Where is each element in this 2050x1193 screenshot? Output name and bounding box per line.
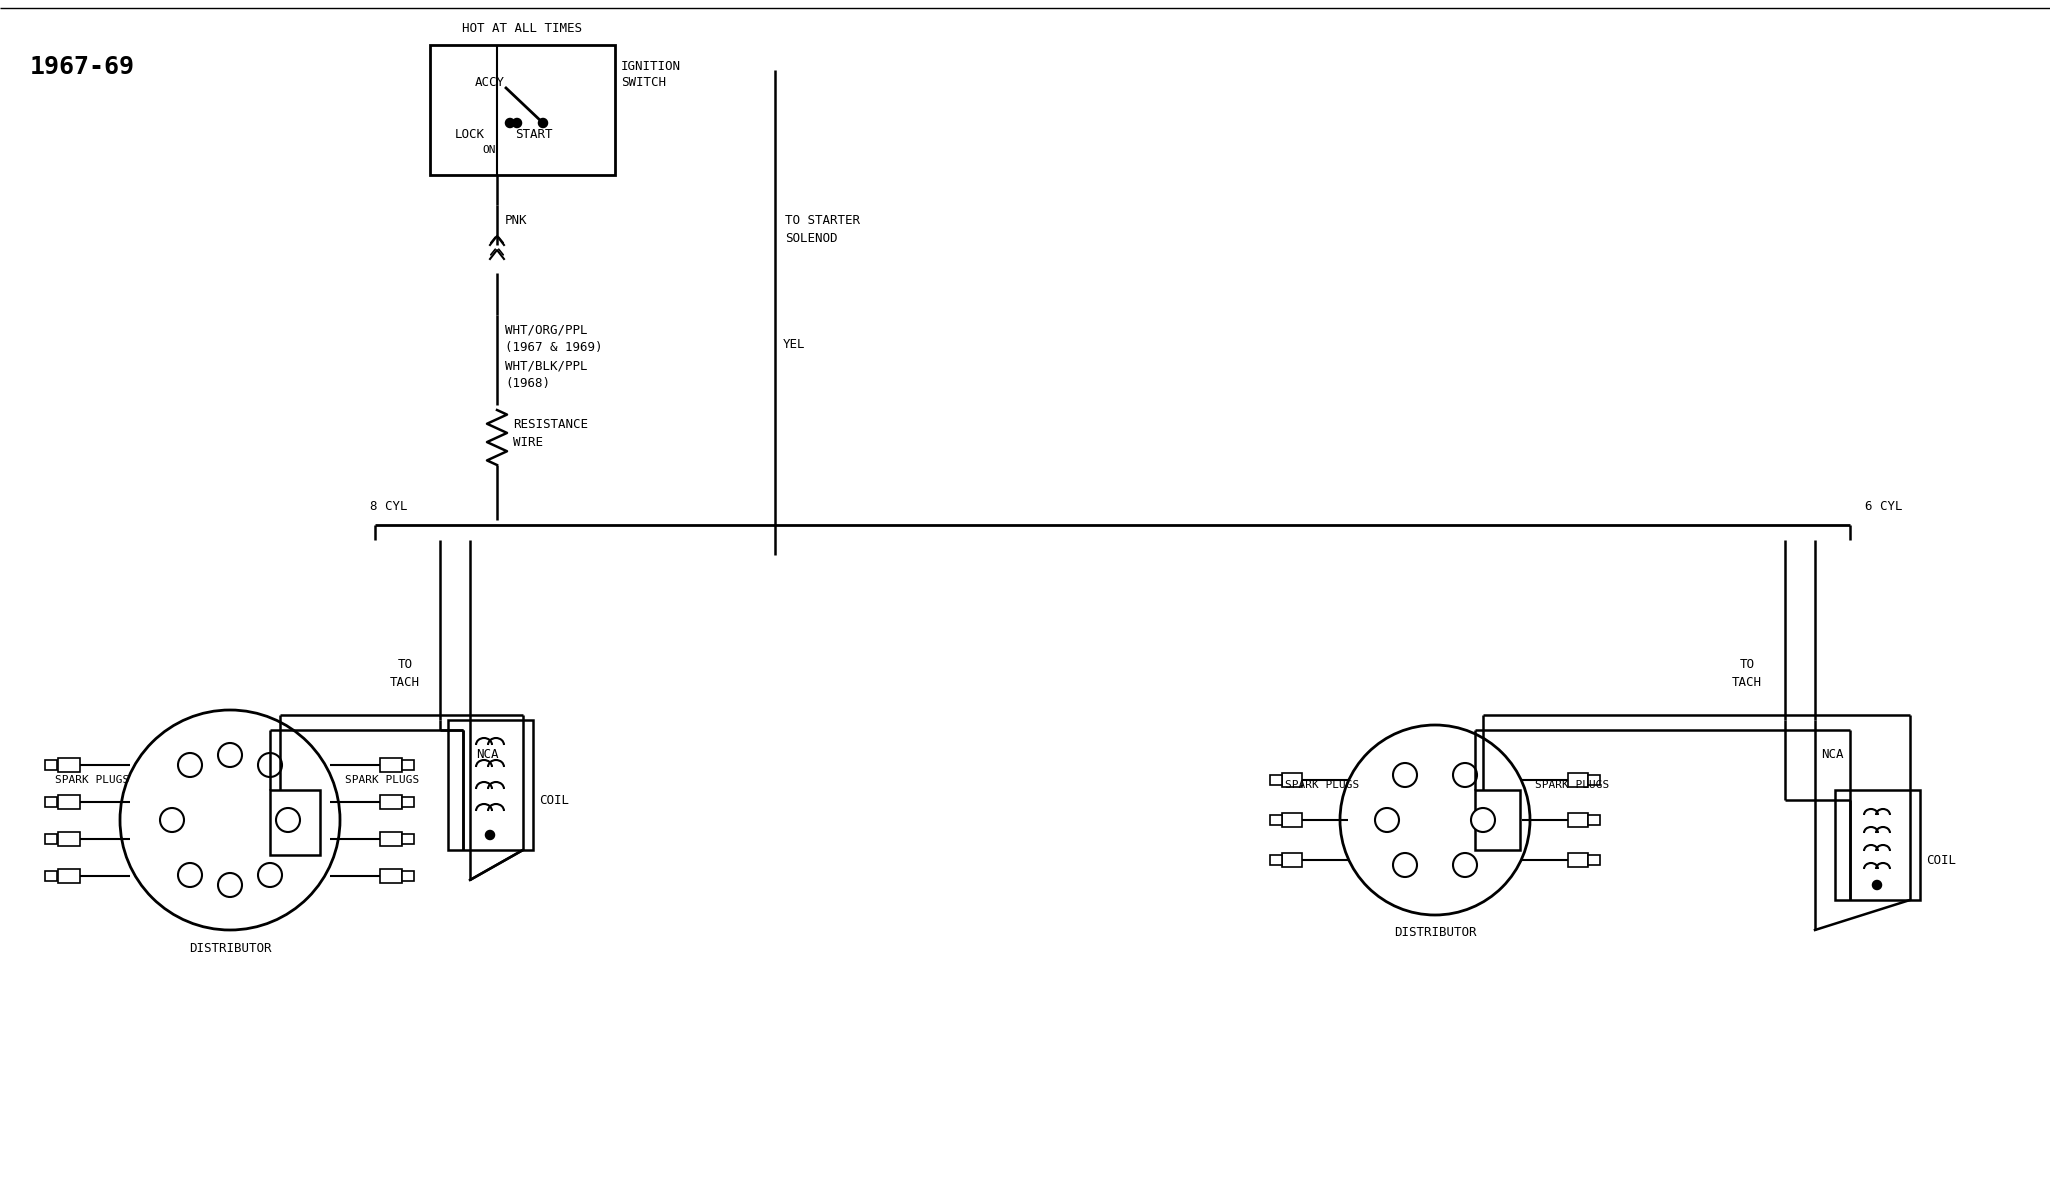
Circle shape xyxy=(258,753,283,777)
Bar xyxy=(1271,815,1281,826)
Circle shape xyxy=(506,119,515,126)
Circle shape xyxy=(1472,808,1494,832)
Text: PNK: PNK xyxy=(504,214,527,227)
Bar xyxy=(1568,812,1589,827)
Text: SPARK PLUGS: SPARK PLUGS xyxy=(1535,780,1609,790)
Text: NCA: NCA xyxy=(476,748,498,761)
Circle shape xyxy=(486,832,494,839)
Bar xyxy=(45,760,57,769)
Circle shape xyxy=(178,863,203,888)
Circle shape xyxy=(1394,853,1417,877)
Text: TO: TO xyxy=(398,659,412,672)
Circle shape xyxy=(277,808,299,832)
Bar xyxy=(1568,773,1589,787)
Circle shape xyxy=(512,119,521,126)
Bar xyxy=(1589,815,1599,826)
Bar xyxy=(1589,855,1599,865)
Circle shape xyxy=(1376,808,1398,832)
Text: SWITCH: SWITCH xyxy=(621,76,666,89)
Text: (1968): (1968) xyxy=(504,377,549,390)
Circle shape xyxy=(217,873,242,897)
Bar xyxy=(379,758,402,772)
Bar xyxy=(1589,775,1599,785)
Bar xyxy=(379,795,402,809)
Text: COIL: COIL xyxy=(1927,853,1956,866)
Bar xyxy=(1476,790,1519,849)
Text: START: START xyxy=(515,129,554,142)
Text: (1967 & 1969): (1967 & 1969) xyxy=(504,341,603,354)
Text: NCA: NCA xyxy=(1820,748,1843,761)
Bar xyxy=(1281,812,1302,827)
Circle shape xyxy=(178,753,203,777)
Text: COIL: COIL xyxy=(539,793,570,806)
Circle shape xyxy=(121,710,340,931)
Text: WHT/ORG/PPL: WHT/ORG/PPL xyxy=(504,323,588,336)
Circle shape xyxy=(1453,853,1476,877)
Text: ACCY: ACCY xyxy=(476,76,504,89)
Text: SPARK PLUGS: SPARK PLUGS xyxy=(55,775,129,785)
Text: IGNITION: IGNITION xyxy=(621,61,681,74)
Text: TO: TO xyxy=(1740,659,1755,672)
Bar xyxy=(57,832,80,846)
Bar xyxy=(379,869,402,883)
Bar xyxy=(57,869,80,883)
Text: TACH: TACH xyxy=(1732,676,1763,690)
Text: WIRE: WIRE xyxy=(512,437,543,450)
Circle shape xyxy=(1394,764,1417,787)
Bar xyxy=(57,758,80,772)
Circle shape xyxy=(1341,725,1529,915)
Text: 1967-69: 1967-69 xyxy=(31,55,135,79)
Bar xyxy=(402,871,414,880)
Text: RESISTANCE: RESISTANCE xyxy=(512,419,588,432)
Bar xyxy=(1281,773,1302,787)
Bar xyxy=(1271,775,1281,785)
Bar xyxy=(402,797,414,806)
Text: TACH: TACH xyxy=(390,676,420,690)
Text: YEL: YEL xyxy=(783,339,806,352)
Bar xyxy=(402,834,414,843)
Text: DISTRIBUTOR: DISTRIBUTOR xyxy=(1394,927,1476,940)
Bar xyxy=(57,795,80,809)
Circle shape xyxy=(1874,880,1882,889)
Bar xyxy=(1835,790,1921,900)
Circle shape xyxy=(217,743,242,767)
Bar xyxy=(1281,853,1302,867)
Bar xyxy=(45,871,57,880)
Text: TO STARTER: TO STARTER xyxy=(785,214,861,227)
Bar xyxy=(45,834,57,843)
Bar xyxy=(402,760,414,769)
Circle shape xyxy=(539,119,547,126)
Text: 8 CYL: 8 CYL xyxy=(369,501,408,513)
Text: DISTRIBUTOR: DISTRIBUTOR xyxy=(189,941,271,954)
Bar xyxy=(379,832,402,846)
Bar xyxy=(449,721,533,849)
Text: LOCK: LOCK xyxy=(455,129,486,142)
Circle shape xyxy=(1453,764,1476,787)
Circle shape xyxy=(160,808,184,832)
Text: SPARK PLUGS: SPARK PLUGS xyxy=(1285,780,1359,790)
Text: SPARK PLUGS: SPARK PLUGS xyxy=(344,775,420,785)
Text: WHT/BLK/PPL: WHT/BLK/PPL xyxy=(504,359,588,372)
Circle shape xyxy=(258,863,283,888)
Text: HOT AT ALL TIMES: HOT AT ALL TIMES xyxy=(463,21,582,35)
Bar xyxy=(430,45,615,175)
Bar xyxy=(45,797,57,806)
Bar xyxy=(1568,853,1589,867)
Bar xyxy=(271,790,320,855)
Bar xyxy=(1271,855,1281,865)
Text: ON: ON xyxy=(482,146,496,155)
Text: 6 CYL: 6 CYL xyxy=(1866,501,1902,513)
Text: SOLENOD: SOLENOD xyxy=(785,231,838,245)
